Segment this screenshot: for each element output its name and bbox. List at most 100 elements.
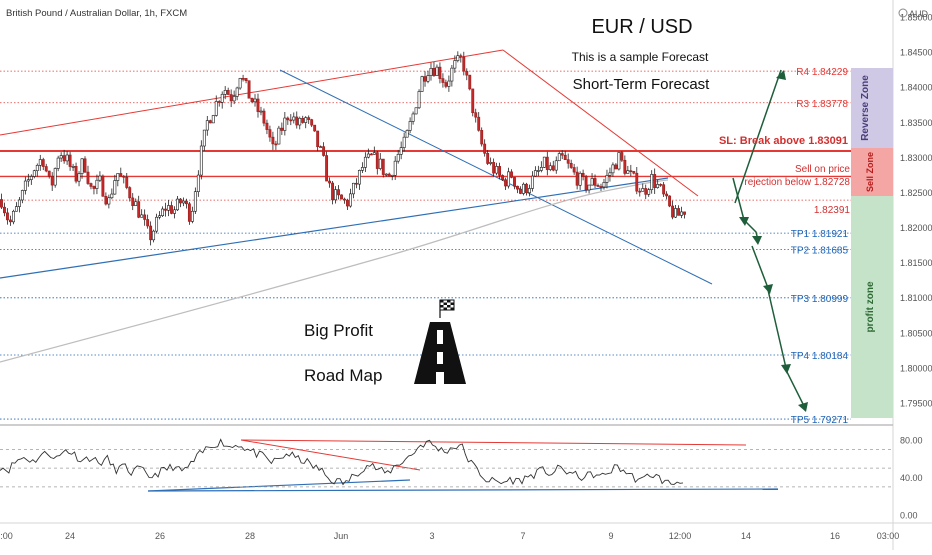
rsi-red-trend-2[interactable] [240,439,747,446]
candle-body[interactable] [393,160,397,176]
candle-body[interactable] [44,166,48,172]
candle-body[interactable] [29,176,33,180]
candle-body[interactable] [492,162,496,174]
candle-body[interactable] [644,188,648,195]
candle-body[interactable] [632,171,636,174]
candle-body[interactable] [396,154,400,162]
candle-body[interactable] [527,188,531,194]
candle-body[interactable] [77,173,81,182]
candles-layer[interactable] [0,51,686,246]
candle-body[interactable] [596,185,600,187]
candle-body[interactable] [181,200,185,204]
candle-body[interactable] [411,113,415,122]
candle-body[interactable] [199,145,203,176]
candle-body[interactable] [11,210,15,223]
candle-body[interactable] [405,130,409,138]
candle-body[interactable] [662,184,666,195]
candle-body[interactable] [489,162,493,164]
candle-body[interactable] [38,159,42,166]
candle-body[interactable] [638,190,642,193]
candle-body[interactable] [83,158,87,173]
candle-body[interactable] [522,183,525,194]
candle-body[interactable] [6,212,9,221]
candle-body[interactable] [184,200,188,205]
rsi-red-trend-1[interactable] [240,439,421,471]
candle-body[interactable] [569,162,573,168]
candle-body[interactable] [453,60,457,69]
candle-body[interactable] [557,153,561,162]
candle-body[interactable] [399,147,403,155]
candle-body[interactable] [149,225,153,241]
candle-body[interactable] [232,96,236,102]
candle-body[interactable] [319,146,323,148]
candle-body[interactable] [665,193,669,197]
candle-body[interactable] [301,117,305,123]
candle-body[interactable] [56,157,60,169]
candle-body[interactable] [134,201,138,206]
candle-body[interactable] [420,76,424,92]
currency-badge[interactable]: AUD [898,8,929,19]
candle-body[interactable] [545,156,549,170]
moving-average-line[interactable] [0,179,669,363]
candle-body[interactable] [641,188,645,192]
candle-body[interactable] [20,190,24,201]
candle-body[interactable] [235,87,239,97]
candle-body[interactable] [247,80,251,99]
candle-body[interactable] [304,117,308,123]
candle-body[interactable] [122,175,126,178]
rsi-axis[interactable]: 80.00 40.00 0.00 [900,436,923,521]
blue-trendline-down[interactable] [279,69,713,285]
candle-body[interactable] [253,98,257,103]
candle-body[interactable] [486,153,490,164]
candle-body[interactable] [208,120,212,124]
candle-body[interactable] [620,152,624,161]
candle-body[interactable] [614,164,618,170]
candle-body[interactable] [429,68,433,76]
candle-body[interactable] [179,198,182,204]
candle-body[interactable] [384,173,388,176]
candle-body[interactable] [575,171,579,186]
candle-body[interactable] [495,166,499,174]
candle-body[interactable] [417,91,421,109]
candle-body[interactable] [328,180,332,184]
candle-body[interactable] [23,180,27,191]
candle-body[interactable] [369,153,373,156]
candle-body[interactable] [3,206,6,214]
candle-body[interactable] [307,117,311,120]
candle-body[interactable] [86,171,90,184]
candle-body[interactable] [173,209,176,214]
candle-body[interactable] [265,122,269,130]
candle-body[interactable] [334,189,337,201]
candle-body[interactable] [119,173,123,177]
candle-body[interactable] [280,127,284,131]
candle-body[interactable] [167,205,170,211]
candle-body[interactable] [59,155,63,159]
candle-body[interactable] [360,167,364,171]
candle-body[interactable] [322,146,326,156]
candle-body[interactable] [456,55,460,61]
candle-body[interactable] [35,165,39,172]
candle-body[interactable] [524,183,528,194]
candle-body[interactable] [471,88,475,113]
candle-body[interactable] [507,171,510,187]
candle-body[interactable] [584,176,588,191]
candle-body[interactable] [414,107,418,115]
candle-body[interactable] [650,174,654,190]
candle-body[interactable] [468,74,472,90]
candle-body[interactable] [107,197,111,205]
candle-body[interactable] [283,117,287,131]
candle-body[interactable] [286,117,290,121]
candle-body[interactable] [92,186,96,189]
candle-body[interactable] [608,172,612,176]
candle-body[interactable] [656,184,660,188]
candle-body[interactable] [268,129,272,138]
candle-body[interactable] [313,124,317,132]
candle-body[interactable] [563,154,567,160]
candle-body[interactable] [375,152,379,169]
candle-body[interactable] [68,154,72,167]
candle-body[interactable] [352,182,355,195]
candle-body[interactable] [465,70,469,76]
candle-body[interactable] [435,66,439,76]
candle-body[interactable] [17,199,21,207]
